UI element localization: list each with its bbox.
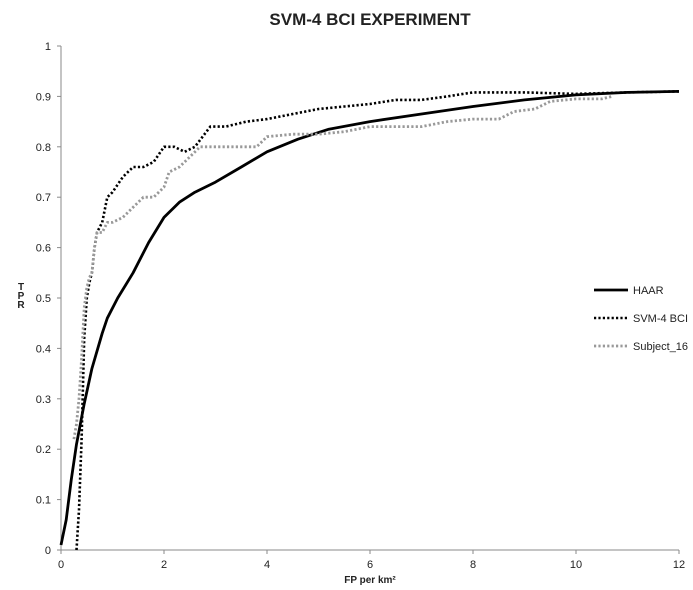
chart-title: SVM-4 BCI EXPERIMENT — [269, 10, 471, 29]
y-tick-label: 0.7 — [36, 192, 51, 204]
y-tick-label: 0 — [45, 545, 51, 557]
y-tick-label: 0.2 — [36, 444, 51, 456]
x-axis-ticks: 0 2 4 6 8 10 12 — [58, 550, 685, 571]
y-tick-label: 0.6 — [36, 243, 51, 255]
series-line-subject-16 — [72, 95, 613, 440]
x-tick-label: 0 — [58, 559, 64, 571]
series-line-haar — [59, 90, 680, 546]
x-tick-label: 10 — [570, 559, 582, 571]
series-group — [59, 90, 680, 551]
y-tick-label: 0.9 — [36, 91, 51, 103]
legend-label: Subject_16 — [633, 341, 688, 353]
x-tick-label: 12 — [673, 559, 685, 571]
legend-label: HAAR — [633, 285, 664, 297]
y-tick-label: 1 — [45, 41, 51, 53]
x-tick-label: 2 — [161, 559, 167, 571]
x-tick-label: 4 — [264, 559, 270, 571]
y-tick-label: 0.4 — [36, 343, 51, 355]
y-tick-label: 0.5 — [36, 293, 51, 305]
x-tick-label: 8 — [470, 559, 476, 571]
x-tick-label: 6 — [367, 559, 373, 571]
y-tick-label: 0.1 — [36, 495, 51, 507]
y-tick-label: 0.8 — [36, 142, 51, 154]
legend-label: SVM-4 BCI — [633, 313, 688, 325]
legend: HAAR SVM-4 BCI Subject_16 — [594, 285, 688, 353]
x-axis-label: FP per km² — [344, 575, 396, 586]
y-axis-ticks: 0 0.1 0.2 0.3 0.4 0.5 0.6 0.7 0.8 0.9 1 — [36, 41, 61, 557]
y-tick-label: 0.3 — [36, 394, 51, 406]
series-line-svm-4-bci — [75, 90, 680, 551]
